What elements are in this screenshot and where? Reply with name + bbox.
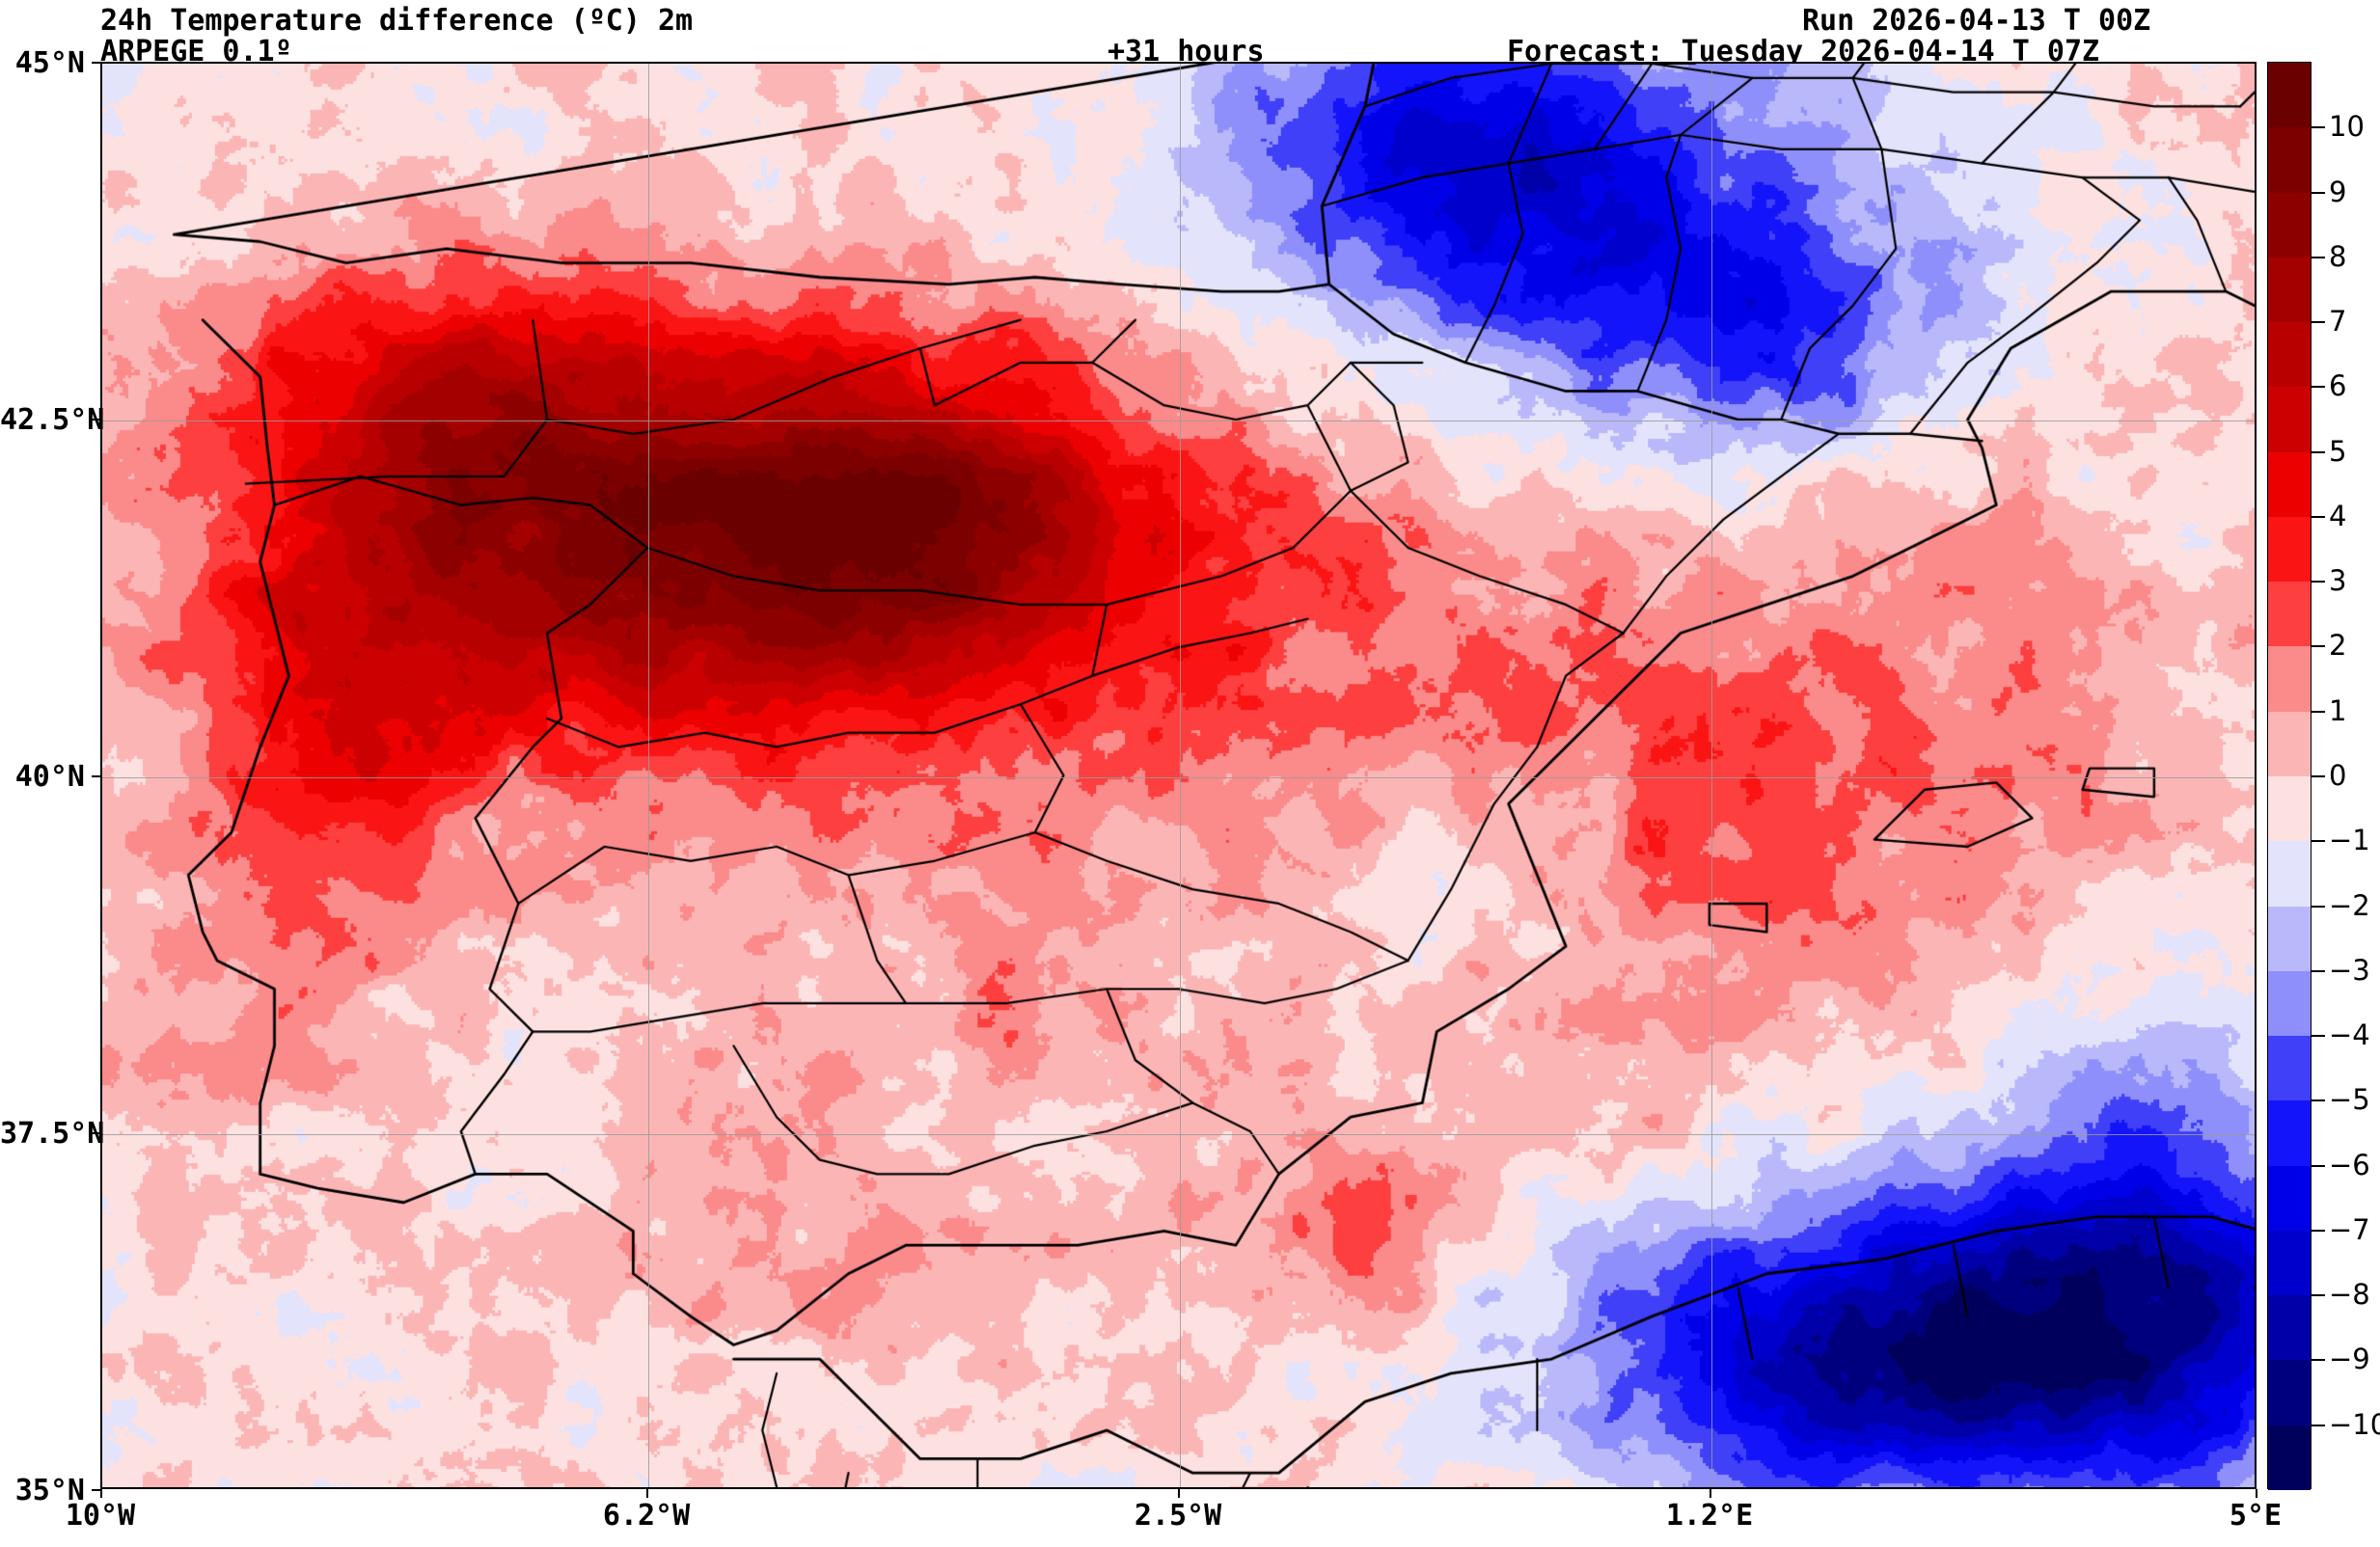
colorbar-tick-label: −2 bbox=[2329, 888, 2370, 922]
colorbar-tick-mark bbox=[2312, 840, 2325, 843]
colorbar-segment bbox=[2268, 192, 2311, 258]
colorbar-tick-label: 9 bbox=[2329, 175, 2347, 208]
colorbar-tick-label: 8 bbox=[2329, 239, 2347, 273]
xtick-mark-5e bbox=[2256, 1489, 2257, 1498]
colorbar-tick-mark bbox=[2312, 581, 2325, 584]
colorbar-segment bbox=[2268, 1230, 2311, 1296]
xtick-label-10w: 10°W bbox=[65, 1499, 136, 1533]
colorbar bbox=[2267, 62, 2312, 1490]
colorbar-tick-mark bbox=[2312, 1359, 2325, 1362]
colorbar-tick-label: −5 bbox=[2329, 1083, 2370, 1117]
colorbar-tick-label: 5 bbox=[2329, 434, 2347, 468]
colorbar-tick-mark bbox=[2312, 645, 2325, 648]
colorbar-segment bbox=[2268, 1036, 2311, 1101]
run-datetime-label: Run 2026-04-13 T 00Z bbox=[1802, 4, 2151, 38]
colorbar-segment bbox=[2268, 1425, 2311, 1490]
ytick-mark-35n bbox=[92, 1489, 100, 1491]
colorbar-segment bbox=[2268, 257, 2311, 323]
colorbar-segment bbox=[2268, 127, 2311, 193]
colorbar-tick-mark bbox=[2312, 1035, 2325, 1038]
colorbar-tick-mark bbox=[2312, 969, 2325, 972]
xtick-label-1-2e: 1.2°E bbox=[1665, 1499, 1754, 1533]
xtick-label-2-5w: 2.5°W bbox=[1134, 1499, 1222, 1533]
map-plot-area bbox=[100, 62, 2257, 1489]
colorbar-segment bbox=[2268, 1360, 2311, 1425]
colorbar-segment bbox=[2268, 387, 2311, 452]
ytick-mark-42-5n bbox=[92, 419, 100, 421]
colorbar-tick-label: 4 bbox=[2329, 499, 2347, 532]
colorbar-segment bbox=[2268, 711, 2311, 776]
ytick-mark-45n bbox=[92, 62, 100, 64]
colorbar-tick-mark bbox=[2312, 386, 2325, 389]
colorbar-tick-mark bbox=[2312, 191, 2325, 194]
colorbar-segment bbox=[2268, 516, 2311, 583]
colorbar-tick-mark bbox=[2312, 1164, 2325, 1167]
colorbar-tick-mark bbox=[2312, 710, 2325, 713]
colorbar-tick-mark bbox=[2312, 775, 2325, 777]
colorbar-segment bbox=[2268, 1295, 2311, 1361]
colorbar-tick-label: 2 bbox=[2329, 629, 2347, 663]
colorbar-tick-label: 1 bbox=[2329, 693, 2347, 727]
colorbar-tick-mark bbox=[2312, 450, 2325, 453]
colorbar-segment bbox=[2268, 906, 2311, 971]
colorbar-tick-label: 7 bbox=[2329, 305, 2347, 339]
colorbar-tick-label: −8 bbox=[2329, 1278, 2370, 1312]
colorbar-tick-label: −7 bbox=[2329, 1212, 2370, 1246]
colorbar-tick-mark bbox=[2312, 126, 2325, 129]
colorbar-segment bbox=[2268, 841, 2311, 907]
colorbar-tick-label: −6 bbox=[2329, 1148, 2370, 1181]
colorbar-tick-mark bbox=[2312, 1099, 2325, 1102]
colorbar-tick-label: 0 bbox=[2329, 759, 2347, 792]
colorbar-tick-label: 3 bbox=[2329, 564, 2347, 598]
colorbar-segment bbox=[2268, 1100, 2311, 1166]
colorbar-tick-label: 10 bbox=[2329, 110, 2365, 144]
colorbar-tick-label: −4 bbox=[2329, 1018, 2370, 1052]
xtick-label-5e: 5°E bbox=[2229, 1499, 2283, 1533]
colorbar-tick-label: −3 bbox=[2329, 953, 2370, 987]
xtick-mark-6-2w bbox=[646, 1489, 648, 1498]
temperature-difference-field bbox=[102, 64, 2255, 1487]
colorbar-tick-label: −10 bbox=[2329, 1407, 2380, 1441]
colorbar-tick-mark bbox=[2312, 1424, 2325, 1426]
colorbar-tick-mark bbox=[2312, 321, 2325, 324]
colorbar-segment bbox=[2268, 63, 2311, 128]
colorbar-tick-label: −1 bbox=[2329, 824, 2370, 857]
colorbar-segment bbox=[2268, 451, 2311, 517]
ytick-mark-37-5n bbox=[92, 1132, 100, 1134]
colorbar-tick-label: 6 bbox=[2329, 369, 2347, 403]
colorbar-tick-mark bbox=[2312, 256, 2325, 258]
colorbar-tick-mark bbox=[2312, 515, 2325, 518]
xtick-mark-1-2e bbox=[1710, 1489, 1711, 1498]
colorbar-tick-mark bbox=[2312, 1294, 2325, 1297]
chart-title: 24h Temperature difference (ºC) 2m bbox=[100, 4, 694, 38]
xtick-mark-2-5w bbox=[1178, 1489, 1180, 1498]
colorbar-segment bbox=[2268, 322, 2311, 388]
colorbar-tick-mark bbox=[2312, 1229, 2325, 1232]
xtick-label-6-2w: 6.2°W bbox=[602, 1499, 691, 1533]
colorbar-segment bbox=[2268, 1165, 2311, 1231]
colorbar-tick-mark bbox=[2312, 905, 2325, 908]
xtick-mark-10w bbox=[100, 1489, 102, 1498]
ytick-label-45n: 45°N bbox=[14, 46, 85, 80]
ytick-label-37-5n: 37.5°N bbox=[0, 1117, 105, 1151]
ytick-label-42-5n: 42.5°N bbox=[0, 403, 105, 437]
ytick-label-40n: 40°N bbox=[14, 760, 85, 794]
ytick-mark-40n bbox=[92, 775, 100, 777]
colorbar-segment bbox=[2268, 776, 2311, 842]
ytick-label-35n: 35°N bbox=[14, 1474, 85, 1507]
colorbar-segment bbox=[2268, 646, 2311, 712]
colorbar-tick-label: −9 bbox=[2329, 1343, 2370, 1376]
colorbar-segment bbox=[2268, 970, 2311, 1037]
colorbar-segment bbox=[2268, 582, 2311, 647]
